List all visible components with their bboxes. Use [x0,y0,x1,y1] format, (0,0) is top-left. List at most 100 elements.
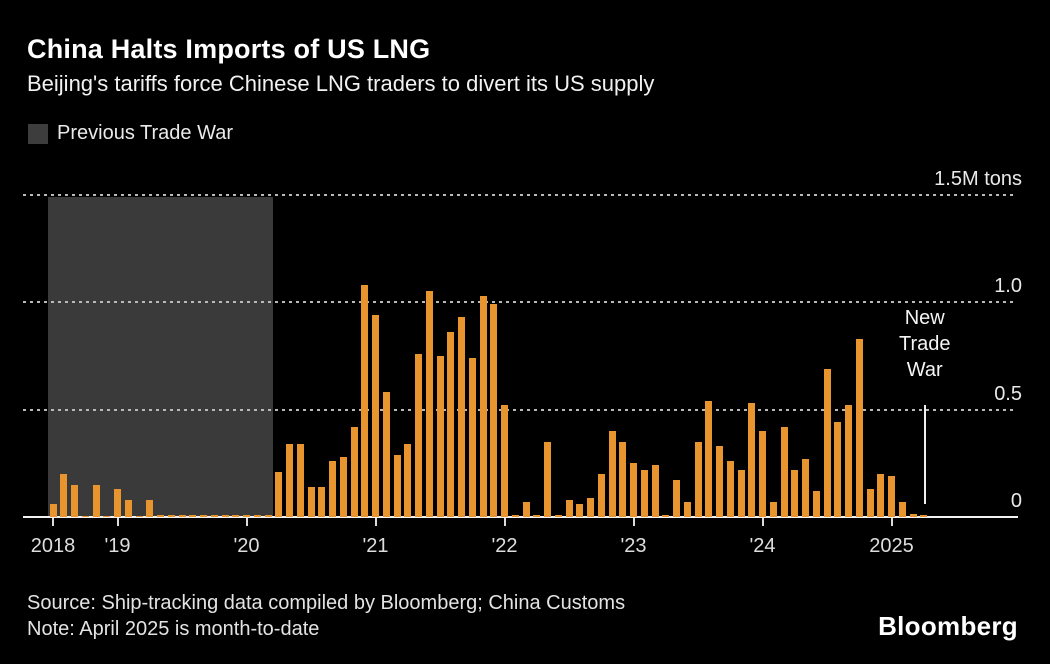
x-tick-label-'22: '22 [491,535,518,557]
x-tick-2025 [890,518,893,526]
bar-2022-12 [619,441,627,517]
bar-2020-12 [361,284,369,517]
x-tick-'23 [632,518,635,526]
gridline-y-1.5 [23,193,1013,196]
bar-2021-12 [490,304,498,517]
bar-2019-02 [124,499,132,517]
new-trade-war-label-line: Trade [898,333,951,356]
bar-2021-09 [458,317,465,517]
bar-2019-05 [157,514,164,517]
bar-2020-03 [264,514,272,517]
gridline-y-0.5 [23,408,1013,411]
x-tick-label-2018: 2018 [30,535,76,557]
bar-2025-03 [909,513,917,517]
bar-2023-03 [651,465,659,517]
bar-2019-08 [189,514,197,517]
bar-2022-05 [544,441,551,517]
bar-2019-10 [210,514,218,517]
bar-2024-10 [855,338,863,517]
x-tick-label-'21: '21 [362,535,389,557]
bar-2019-11 [221,514,229,517]
bar-2019-06 [167,514,175,517]
bar-2024-09 [845,405,852,517]
bar-2022-10 [597,474,605,517]
x-tick-'19 [116,518,119,526]
bar-2019-03 [135,515,143,517]
bar-2020-11 [350,426,358,517]
bar-2022-11 [608,431,616,517]
bar-2024-05 [802,458,809,517]
bar-2025-04 [920,514,928,517]
bar-2021-04 [404,443,412,517]
chart-title: China Halts Imports of US LNG [27,34,431,64]
bar-2025-01 [888,476,895,517]
legend-label-previous-trade-war: Previous Trade War [57,122,233,144]
bar-2021-08 [447,332,455,517]
bar-2022-06 [554,514,562,517]
legend: Previous Trade War [28,122,233,145]
bar-2022-04 [533,514,541,517]
bar-2018-09 [71,484,78,517]
bar-2023-11 [737,469,745,517]
new-trade-war-label: New Trade War [865,305,985,383]
bar-2021-06 [425,291,433,517]
previous-trade-war-region [48,197,273,517]
bar-2019-12 [232,514,240,517]
bar-2022-02 [511,514,519,517]
bar-2021-07 [436,355,444,517]
x-tick-label-'20: '20 [233,535,260,557]
bar-2018-07 [49,504,57,517]
bar-2024-08 [834,422,842,517]
bar-2021-10 [468,357,476,517]
bar-2023-05 [673,480,680,517]
bar-2018-08 [60,474,68,517]
bar-2021-11 [479,295,487,517]
x-tick-'24 [761,518,764,526]
bar-2023-06 [683,501,691,517]
bar-2018-10 [81,515,89,517]
y-tick-label-0.5: 0.5 [994,382,1022,405]
bar-2024-07 [823,368,831,517]
bar-2024-06 [812,491,820,517]
bar-2020-07 [307,486,315,517]
bar-2021-02 [382,392,390,517]
x-tick-2018 [52,518,54,526]
x-tick-label-'23: '23 [620,535,647,557]
bar-2019-07 [178,514,186,517]
bar-2020-01 [243,514,250,517]
bar-2025-02 [898,501,906,517]
bar-2024-03 [780,426,788,517]
y-tick-label-0: 0 [1010,490,1022,512]
bar-2018-11 [92,484,100,517]
bar-2020-02 [253,514,261,517]
bar-2022-07 [565,499,573,517]
bar-2024-12 [877,474,885,517]
bar-2020-05 [286,443,293,517]
x-tick-'20 [245,518,248,526]
bar-2024-01 [759,431,766,517]
bar-2019-04 [146,499,154,517]
bar-2018-12 [103,515,111,517]
bar-2022-08 [576,504,584,517]
x-tick-label-'19: '19 [104,535,131,557]
y-tick-label-1: 1.0 [994,275,1022,297]
source-note: Source: Ship-tracking data compiled by B… [27,592,626,614]
gridline-y-1 [23,301,1013,303]
legend-swatch-previous-trade-war [28,123,48,144]
bar-2022-01 [501,405,508,517]
bar-2023-12 [748,403,756,517]
bar-2020-10 [339,456,347,517]
bar-2019-09 [200,514,207,517]
bar-2024-04 [791,469,799,517]
bar-2021-01 [372,314,379,517]
x-tick-'21 [374,518,377,526]
bar-2021-05 [415,353,422,517]
bar-2024-02 [769,501,777,517]
new-trade-war-line [923,405,926,505]
bar-2020-08 [318,486,326,517]
new-trade-war-label-line: New [904,307,945,330]
data-note: Note: April 2025 is month-to-date [27,618,320,640]
x-tick-'22 [503,518,506,526]
